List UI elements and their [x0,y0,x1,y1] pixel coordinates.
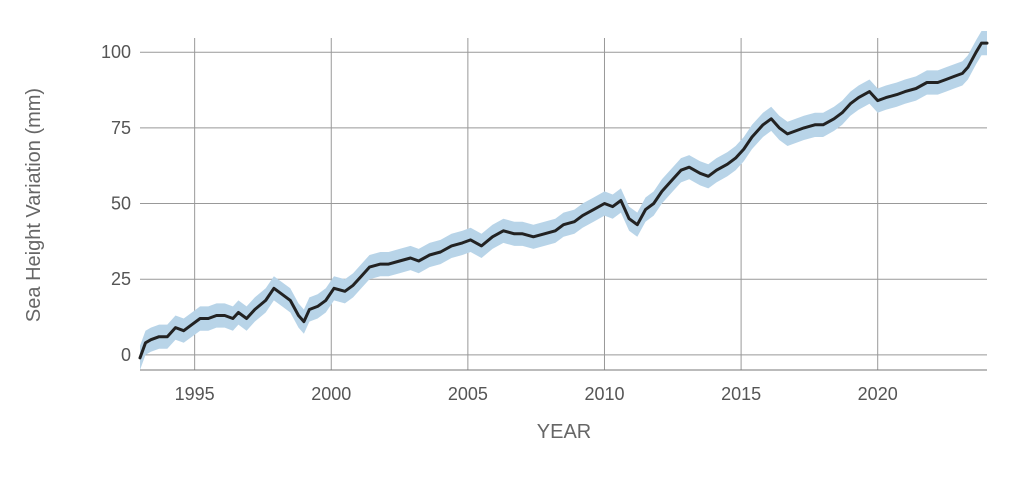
sea-height-line [138,41,989,360]
x-tick-label: 2005 [448,384,488,404]
y-tick-label: 0 [121,345,131,365]
y-tick-label: 50 [111,194,131,214]
y-axis-title: Sea Height Variation (mm) [23,88,45,322]
tick-labels: 0 25 50 75 100 1995 2000 2005 2010 2015 2020 [101,42,898,404]
x-tick-label: 1995 [175,384,215,404]
y-tick-label: 100 [101,42,131,62]
uncertainty-band [140,31,987,370]
y-tick-label: 75 [111,118,131,138]
y-tick-label: 25 [111,269,131,289]
x-tick-label: 2015 [721,384,761,404]
x-tick-label: 2000 [311,384,351,404]
x-tick-label: 2020 [858,384,898,404]
x-axis-title: YEAR [537,421,591,443]
x-tick-label: 2010 [584,384,624,404]
